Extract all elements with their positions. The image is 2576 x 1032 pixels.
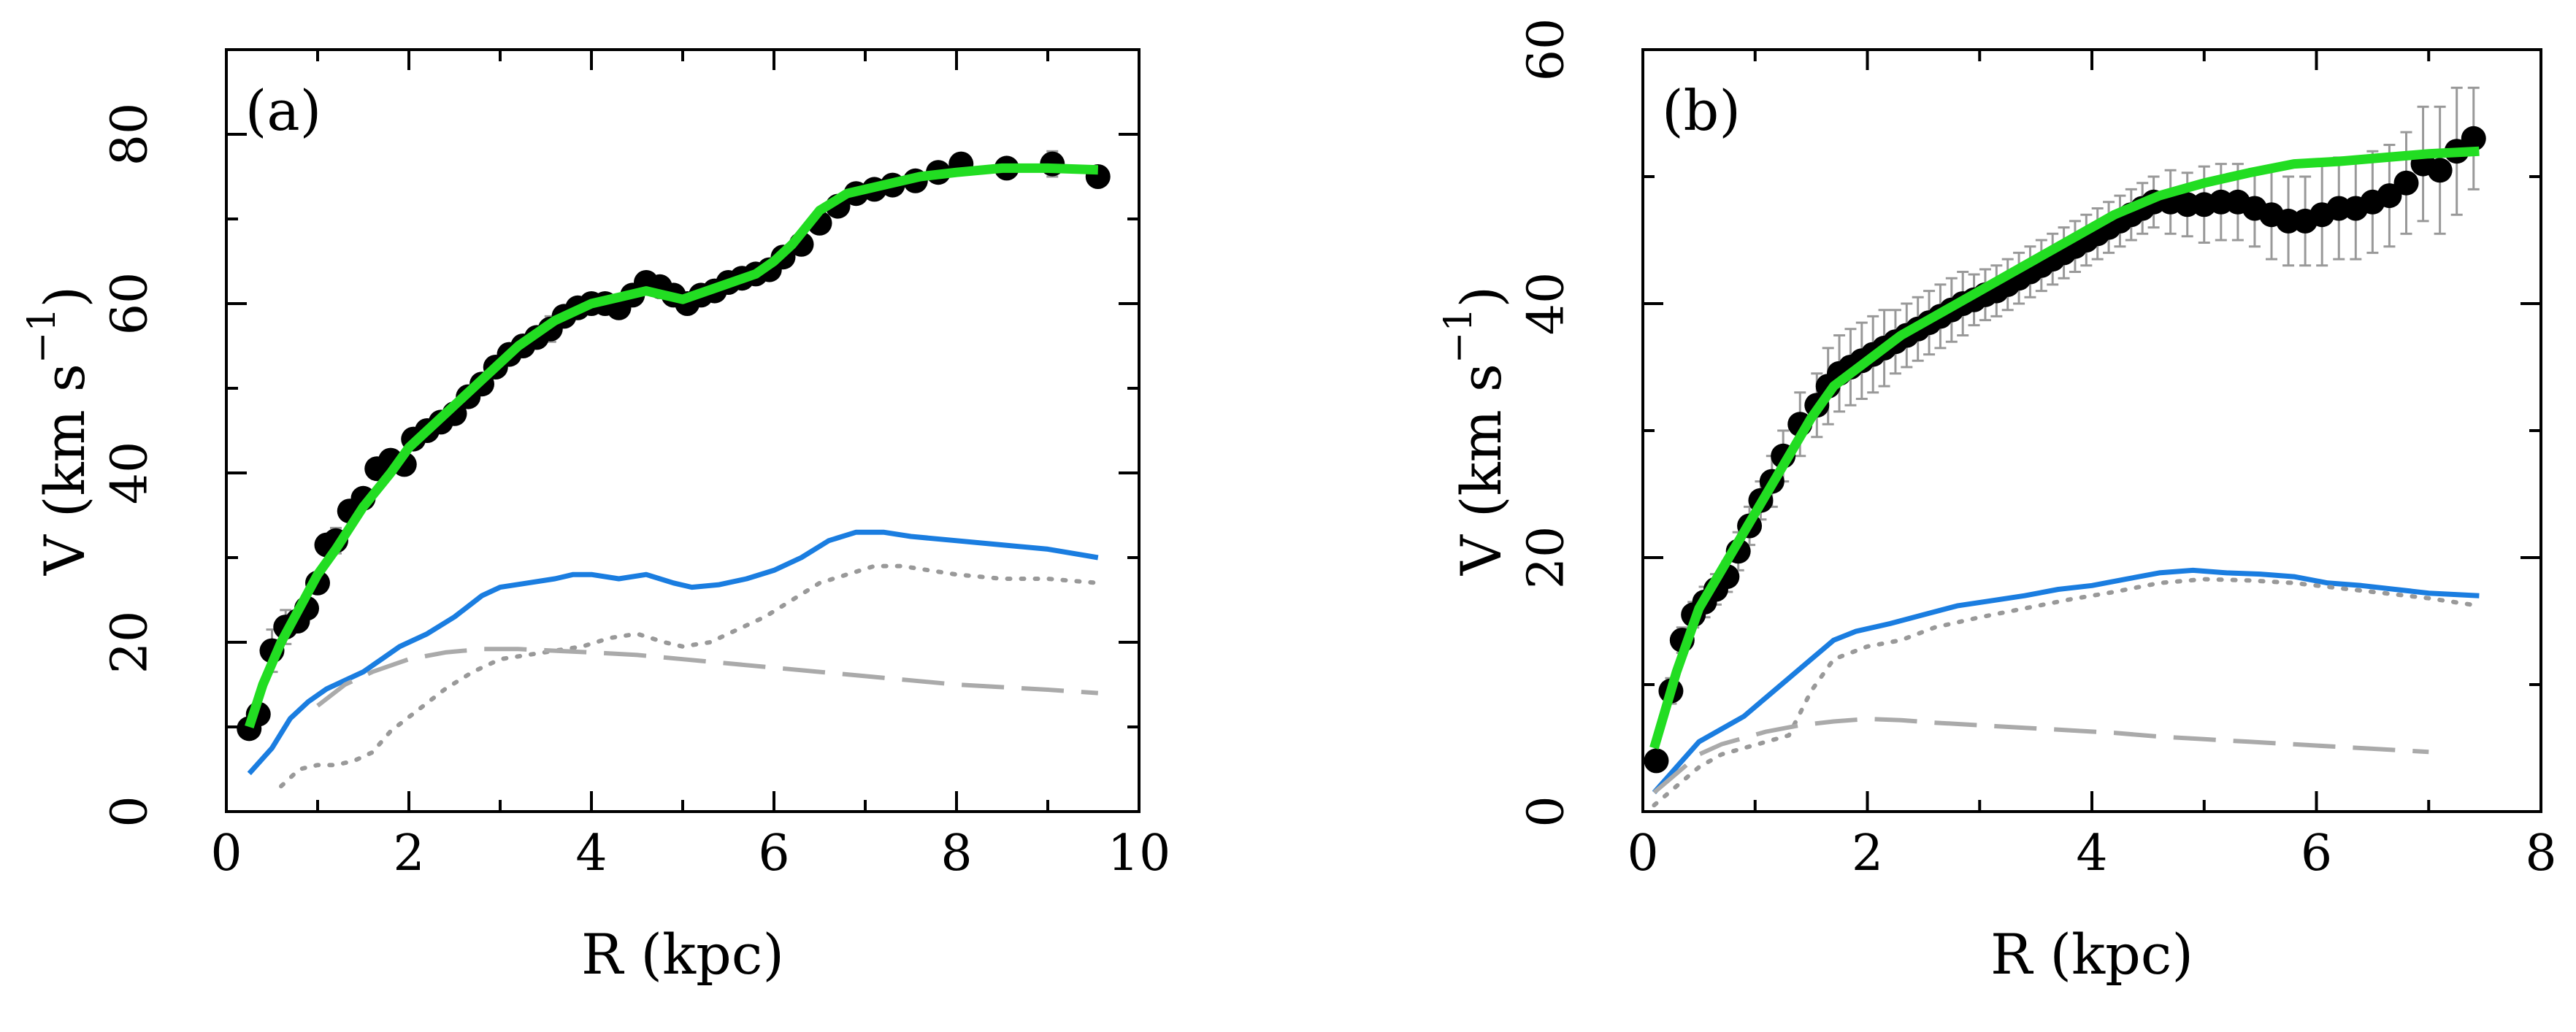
y-tick-label: 20 (1518, 526, 1576, 590)
x-tick-label: 0 (1627, 825, 1658, 882)
y-axis-title: V (km s−1) (20, 286, 97, 576)
y-axis-title-close: ) (32, 286, 97, 308)
panel-b: 0 2 4 6 8 0 20 40 60 R (kpc) V (km s−1) (b) (1437, 18, 2557, 987)
y-axis-title-superscript: −1 (1437, 308, 1481, 364)
y-axis-title-close: ) (1449, 286, 1514, 308)
x-tick-label: 10 (1108, 825, 1171, 882)
panel-label: (b) (1662, 78, 1741, 143)
y-tick-label: 80 (101, 103, 159, 166)
x-tick-label: 6 (2301, 825, 2332, 882)
x-tick-label: 0 (210, 825, 242, 882)
x-tick-label: 2 (1852, 825, 1883, 882)
y-axis-title-superscript: −1 (20, 308, 64, 364)
series-line-gas (279, 563, 1100, 789)
y-tick-label: 0 (1518, 796, 1576, 827)
panel-label: (a) (245, 78, 322, 143)
x-tick-label: 2 (393, 825, 424, 882)
y-tick-label: 60 (101, 272, 159, 336)
series-line-baryonic-total (247, 529, 1099, 776)
observed-point (2393, 170, 2419, 196)
x-tick-label: 8 (940, 825, 972, 882)
plot-area (1644, 86, 2486, 808)
series-line-model-fit (1649, 146, 2480, 750)
series-line-baryonic-total (1652, 567, 2480, 795)
panel-a: 0 2 4 6 8 10 0 20 40 60 80 R (kpc) V (km s−1) (a) (20, 48, 1171, 987)
y-tick-label: 40 (1518, 272, 1576, 336)
x-tick-label: 8 (2525, 825, 2556, 882)
series-line-stellar-disk (1652, 717, 2429, 795)
x-axis-title: R (kpc) (1990, 922, 2193, 987)
series-line-model-fit (245, 163, 1099, 728)
x-axis-title: R (kpc) (581, 922, 784, 987)
y-tick-label: 40 (101, 442, 159, 505)
observed-point (2427, 158, 2453, 183)
x-tick-label: 6 (758, 825, 789, 882)
y-axis-title-main: V (km s (32, 363, 97, 576)
y-axis-title: V (km s−1) (1437, 286, 1514, 576)
x-tick-label: 4 (575, 825, 607, 882)
observed-point (2377, 183, 2402, 209)
y-tick-label: 20 (101, 611, 159, 674)
y-tick-label: 60 (1518, 18, 1576, 82)
observed-point (2461, 126, 2486, 151)
x-tick-label: 4 (2076, 825, 2107, 882)
plot-area (237, 150, 1111, 789)
y-axis-title-main: V (km s (1449, 363, 1514, 576)
observed-point (1644, 748, 1669, 774)
series-line-gas (1652, 577, 2482, 808)
y-tick-label: 0 (101, 796, 159, 827)
